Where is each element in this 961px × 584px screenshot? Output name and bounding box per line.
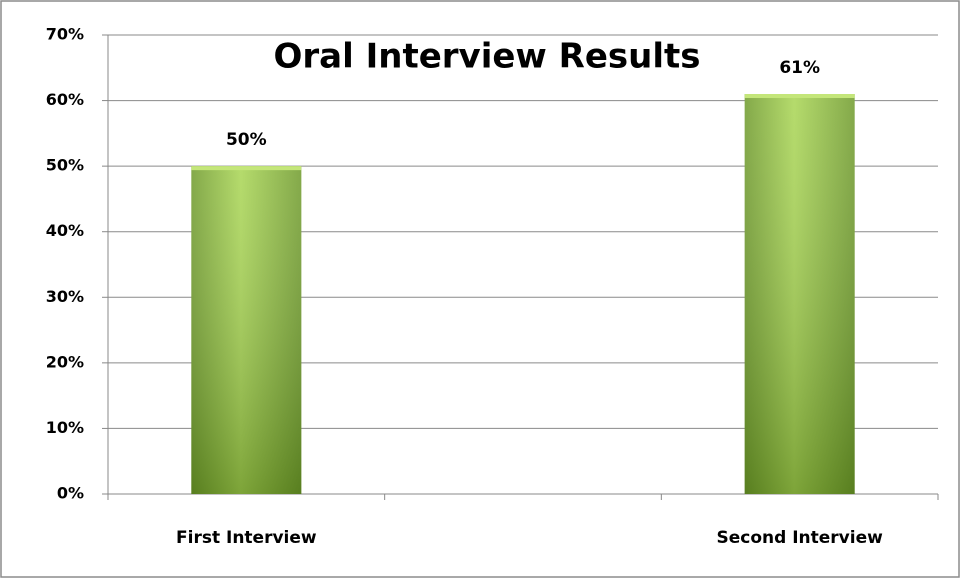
y-tick-label: 60% xyxy=(46,90,84,109)
y-tick-label: 30% xyxy=(46,287,84,306)
y-tick-label: 40% xyxy=(46,221,84,240)
x-tick-label: First Interview xyxy=(176,528,317,548)
value-label: 50% xyxy=(226,130,267,150)
y-tick-label: 50% xyxy=(46,156,84,175)
y-tick-label: 10% xyxy=(46,418,84,437)
bar-top xyxy=(744,94,855,99)
y-tick-label: 20% xyxy=(46,352,84,371)
bar-shade xyxy=(191,166,302,494)
bar-top xyxy=(191,166,302,171)
value-label: 61% xyxy=(779,58,820,78)
y-tick-label: 0% xyxy=(57,484,84,503)
x-tick-label: Second Interview xyxy=(716,528,883,548)
chart-title: Oral Interview Results xyxy=(274,37,701,77)
y-tick-label: 70% xyxy=(46,25,84,44)
bar-shade xyxy=(744,94,855,494)
